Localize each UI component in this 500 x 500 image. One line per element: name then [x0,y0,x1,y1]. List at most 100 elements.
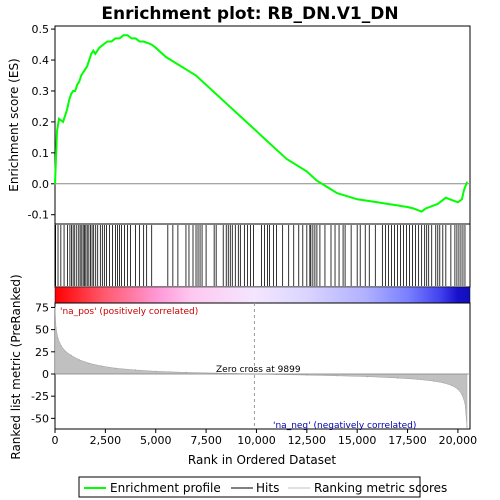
ranked-metric-point [88,362,90,364]
enrichment-profile-point [84,68,87,71]
metric-panel-frame [54,302,471,430]
enrichment-profile-line [54,34,468,213]
x-tick-label: 12,500 [288,434,327,447]
enrichment-profile-point [466,181,468,184]
ranked-metric-point [100,365,102,367]
enrichment-profile-point [326,186,328,188]
enrichment-profile-point [54,182,56,185]
enrichment-profile-point [235,111,238,114]
enrichment-profile-point [265,139,268,142]
legend-frame [78,476,421,498]
es-y-tick-label: 0.1 [32,147,50,160]
enrichment-profile-point [424,207,427,210]
enrichment-profile-point [457,201,459,204]
metric-y-tick-label: -50 [31,412,49,425]
x-tick-label: 10,000 [237,434,276,447]
legend-label-profile: Enrichment profile [110,481,221,495]
enrichment-profile-point [453,199,455,202]
enrichment-profile-point [316,179,318,182]
enrichment-profile-point [138,40,141,43]
metric-panel: 75 50 25 0 -25 -50 'na_pos' (positively corre… [9,274,471,460]
enrichment-profile-point [463,189,465,191]
metric-y-tick-label: -25 [31,390,49,403]
rank-gradient [54,286,471,304]
ranked-metric-point [114,367,117,369]
ranked-metric-point [396,377,399,379]
x-tick-label: 15,000 [338,434,377,447]
enrichment-profile-point [126,34,129,37]
chart-title: Enrichment plot: RB_DN.V1_DN [101,4,398,24]
es-y-axis-label: Enrichment score (ES) [7,58,21,191]
ranked-metric-point [57,337,59,340]
enrichment-profile-point [70,93,72,95]
x-tick-label: 2,500 [90,434,122,447]
es-y-tick-label: 0.0 [32,178,50,191]
enrichment-profile-point [88,59,91,61]
enrichment-profile-point [461,198,463,201]
enrichment-profile-point [416,209,419,211]
es-y-tick-label: 0.4 [32,54,50,67]
enrichment-profile-point [396,204,399,207]
ranked-metric-point [78,359,80,361]
enrichment-profile-point [420,210,423,213]
ranked-metric-point [451,384,453,387]
hit-markers [55,225,466,286]
ranked-metric-point [464,402,466,404]
enrichment-profile-point [56,130,58,132]
metric-y-axis-label: Ranked list metric (PreRanked) [9,274,23,459]
enrichment-profile-point [356,198,358,201]
enrichment-profile-point [412,207,415,210]
enrichment-profile-point [306,170,308,173]
ranked-metric-point [366,376,368,378]
legend: Enrichment profile Hits Ranking metric s… [78,476,447,498]
enrichment-profile-point [195,74,197,77]
enrichment-profile-point [90,53,93,55]
enrichment-profile-point [428,206,431,208]
rank-color-bar [54,286,471,304]
es-panel-frame [54,25,471,225]
enrichment-profile-point [245,121,248,123]
legend-label-metric: Ranking metric scores [314,481,447,495]
ranked-metric-point [466,426,468,428]
x-tick-label: 7,500 [190,434,222,447]
enrichment-profile-point [225,102,228,105]
ranked-metric-point [134,369,137,371]
enrichment-profile-point [215,93,217,95]
ranked-metric-point [215,372,217,374]
enrichment-profile-point [436,203,439,205]
enrichment-profile-point [366,199,369,202]
ranked-metric-point [64,350,66,352]
ranked-metric-point [70,354,72,356]
positive-correlation-label: 'na_pos' (positively correlated) [60,307,198,317]
enrichment-profile-point [154,46,157,49]
enrichment-profile-point [376,201,379,204]
enrichment-profile-point [150,43,153,46]
es-panel: 0.5 0.4 0.3 0.2 0.1 0.0 -0.1 Enrichment score … [7,23,471,225]
enrichment-profile-point [80,74,82,77]
enrichment-profile-point [64,114,66,117]
enrichment-profile-point [165,56,167,58]
negative-correlation-label: 'na_neg' (negatively correlated) [273,421,416,431]
x-axis: 0 2,500 5,000 7,500 10,000 12,500 15,000 17,500… [52,429,478,447]
enrichment-profile-point [134,37,137,40]
enrichment-profile-point [336,192,338,194]
enrichment-profile-point [295,164,298,167]
enrichment-profile-point [82,71,85,74]
x-tick-label: 20,000 [439,434,478,447]
enrichment-profile-point [445,196,447,199]
legend-label-hits: Hits [256,481,279,495]
enrichment-profile-point [255,130,258,132]
enrichment-profile-point [142,40,145,43]
enrichment-profile-point [94,53,97,55]
enrichment-profile-point [68,99,70,102]
ranked-metric-point [457,388,459,390]
es-y-tick-label: 0.3 [32,85,50,98]
ranked-metric-point [443,382,445,384]
metric-y-tick-label: 50 [35,324,49,337]
enrichment-profile-point [285,158,288,160]
enrichment-profile-point [400,205,403,207]
zero-cross-label: Zero cross at 9899 [216,365,301,375]
enrichment-profile-point [449,198,451,201]
enrichment-profile-point [175,62,177,64]
